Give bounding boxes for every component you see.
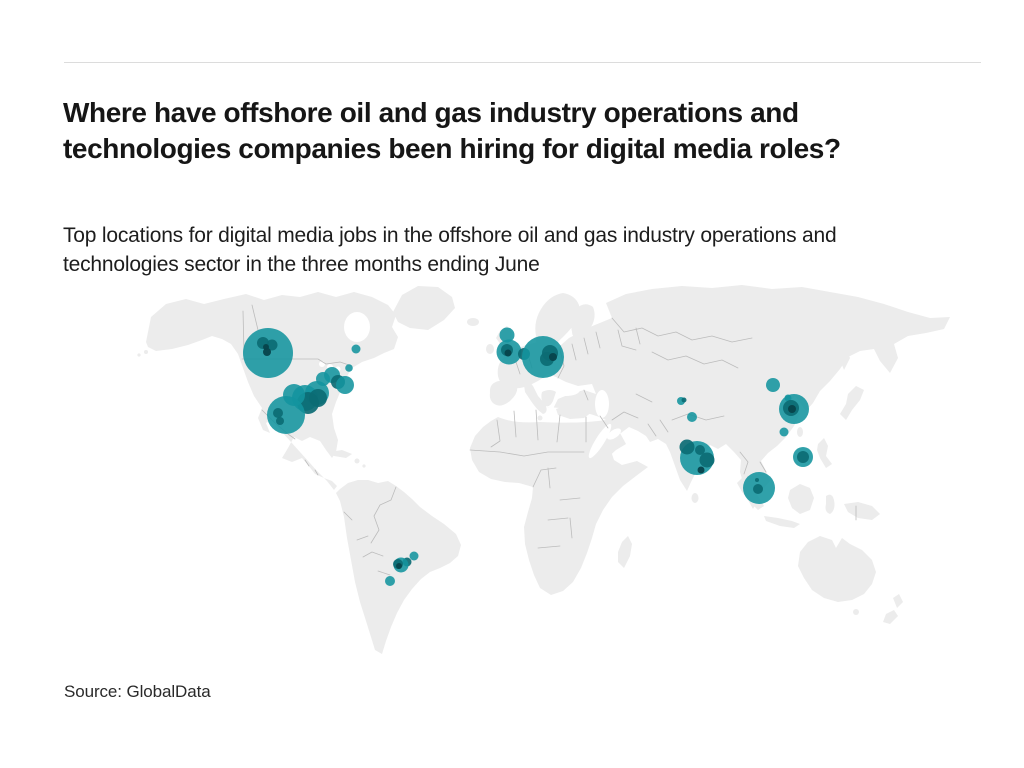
- location-bubble: [695, 445, 705, 455]
- location-bubble: [697, 466, 705, 474]
- map-landmass-layer: [137, 285, 950, 654]
- sea-red-sea: [588, 423, 612, 459]
- landmass-new-zealand-north: [893, 594, 903, 608]
- location-bubble: [499, 327, 515, 343]
- landmass-cuba: [330, 450, 352, 458]
- landmass-eurasia: [548, 285, 950, 509]
- location-bubble: [263, 348, 271, 356]
- landmass-north-america: [146, 292, 398, 490]
- location-bubble: [687, 412, 697, 422]
- sea-hudson-bay: [344, 312, 370, 342]
- landmass-aleutian-island: [144, 350, 148, 354]
- sea-caspian: [595, 390, 609, 418]
- landmass-new-zealand-south: [883, 610, 898, 624]
- location-bubble: [755, 478, 759, 482]
- location-bubble: [396, 563, 402, 569]
- landmass-africa: [470, 407, 648, 595]
- map-sea-layer: [319, 312, 621, 459]
- map-border-layer: [241, 304, 857, 576]
- sea-persian-gulf: [607, 428, 621, 440]
- location-bubble: [753, 484, 763, 494]
- landmass-japan: [840, 386, 864, 420]
- landmass-new-guinea: [844, 502, 880, 520]
- landmass-sri-lanka: [691, 493, 699, 503]
- location-bubble: [679, 439, 695, 455]
- location-bubble-layer: [243, 327, 813, 586]
- landmass-scandinavia: [535, 293, 580, 348]
- location-bubble: [409, 551, 419, 561]
- location-bubble: [797, 451, 809, 463]
- landmass-java: [764, 516, 800, 528]
- location-bubble: [681, 397, 687, 403]
- landmass-anatolia: [556, 404, 592, 419]
- landmass-borneo: [788, 484, 814, 514]
- landmass-italy: [524, 382, 547, 414]
- location-bubble: [779, 427, 789, 437]
- landmass-sicily: [537, 415, 543, 421]
- location-bubble: [267, 396, 305, 434]
- landmass-greenland: [393, 286, 455, 330]
- landmass-hispaniola: [354, 458, 360, 464]
- landmass-madagascar: [618, 536, 632, 568]
- location-bubble: [345, 364, 353, 372]
- page-subtitle: Top locations for digital media jobs in …: [63, 224, 837, 276]
- landmass-greece: [541, 390, 556, 407]
- location-bubble: [336, 376, 354, 394]
- landmass-tasmania: [853, 609, 859, 615]
- location-bubble: [766, 378, 780, 392]
- landmass-australia: [798, 536, 876, 602]
- landmass-sulawesi: [825, 494, 835, 514]
- location-bubble: [504, 349, 512, 357]
- sea-mediterranean: [496, 407, 606, 423]
- landmass-finland: [571, 304, 595, 338]
- location-bubble: [788, 405, 796, 413]
- landmass-ireland: [486, 344, 494, 354]
- landmass-caribbean-island: [362, 464, 366, 468]
- location-bubble: [351, 344, 361, 354]
- location-bubble: [273, 408, 283, 418]
- landmass-taiwan: [797, 427, 803, 437]
- landmass-iberia: [489, 380, 518, 406]
- landmass-philippines: [817, 438, 832, 468]
- location-bubble: [276, 417, 284, 425]
- page-title: Where have offshore oil and gas industry…: [63, 96, 841, 164]
- landmass-aleutian-island: [137, 353, 141, 357]
- sea-black-sea: [552, 384, 580, 396]
- source-attribution: Source: GlobalData: [64, 682, 211, 701]
- top-divider: [64, 62, 981, 63]
- location-bubble: [549, 353, 557, 361]
- location-bubble: [699, 452, 715, 468]
- location-bubble: [385, 576, 395, 586]
- location-bubble: [266, 339, 278, 351]
- landmass-iceland: [467, 318, 479, 326]
- landmass-sakhalin: [840, 350, 850, 370]
